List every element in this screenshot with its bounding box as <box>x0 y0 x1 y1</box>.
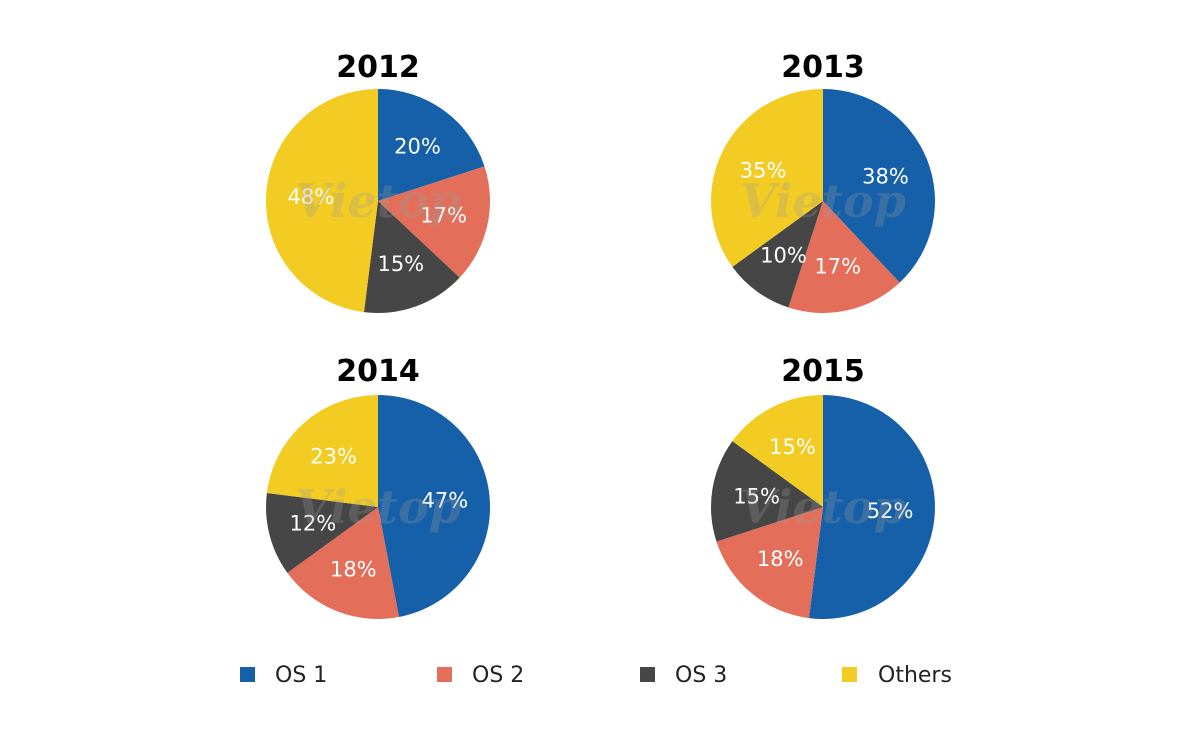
slice-label-os-1: 52% <box>867 499 914 523</box>
pie-title: 2013 <box>781 50 865 85</box>
pie-slice-os-1 <box>808 395 935 619</box>
legend-swatch <box>640 667 655 682</box>
slice-label-os-2: 17% <box>420 204 467 228</box>
pie-chart-2013: 2013 38% 17% 10% 35%Vietop <box>711 50 935 314</box>
watermark: Vietop <box>740 174 906 228</box>
watermark: Vietop <box>295 174 461 228</box>
slice-label-os-2: 18% <box>757 547 804 571</box>
legend-label: OS 2 <box>472 663 524 688</box>
legend-label: Others <box>878 663 952 688</box>
legend: OS 1 OS 2 OS 3 Others <box>240 663 952 688</box>
pie-slice-others <box>711 89 823 267</box>
legend-label: OS 3 <box>675 663 727 688</box>
pie-slice-others <box>732 395 823 507</box>
legend-label: OS 1 <box>275 663 327 688</box>
legend-item-os-3: OS 3 <box>640 663 727 688</box>
pie-chart-2014: 2014 47% 18% 12% 23% Vietop <box>265 354 491 620</box>
pie-slice-os-3 <box>710 441 823 542</box>
pie-slice-os-2 <box>716 507 823 619</box>
slice-label-others: 15% <box>769 435 816 459</box>
pie-slice-os-2 <box>788 201 900 314</box>
pie-slice-os-3 <box>732 201 823 308</box>
slice-label-others: 23% <box>310 445 357 469</box>
watermark: Vietop <box>740 480 906 534</box>
legend-swatch <box>842 667 857 682</box>
slice-label-os-3: 15% <box>377 252 424 276</box>
slice-label-others: 35% <box>740 159 787 183</box>
slice-label-os-1: 20% <box>394 135 441 159</box>
legend-swatch <box>437 667 452 682</box>
legend-item-os-2: OS 2 <box>437 663 524 688</box>
pie-slice-others <box>265 89 378 313</box>
slice-label-os-1: 47% <box>422 489 469 513</box>
pie-slice-os-1 <box>378 89 485 201</box>
pie-title: 2014 <box>336 354 420 389</box>
legend-item-others: Others <box>842 663 952 688</box>
pie-slice-os-1 <box>378 395 491 618</box>
slice-label-os-3: 15% <box>733 485 780 509</box>
pie-slice-os-3 <box>363 201 460 314</box>
pie-slice-os-2 <box>287 507 399 620</box>
slice-label-os-1: 38% <box>862 164 909 188</box>
slice-label-others: 48% <box>288 185 335 209</box>
slice-label-os-3: 10% <box>760 243 807 267</box>
pie-slice-os-3 <box>265 492 378 573</box>
pie-slice-others <box>266 395 378 507</box>
slice-label-os-3: 12% <box>290 512 337 536</box>
legend-swatch <box>240 667 255 682</box>
pie-slice-os-1 <box>823 89 935 283</box>
legend-item-os-1: OS 1 <box>240 663 327 688</box>
pie-chart-2012: 2012 20% 17% 15% 48%Vietop <box>265 50 491 314</box>
slice-label-os-2: 17% <box>814 255 861 279</box>
slice-label-os-2: 18% <box>330 558 377 582</box>
pie-title: 2012 <box>336 50 420 85</box>
watermark: Vietop <box>295 480 461 534</box>
pie-title: 2015 <box>781 354 865 389</box>
pie-slice-os-2 <box>378 166 491 278</box>
